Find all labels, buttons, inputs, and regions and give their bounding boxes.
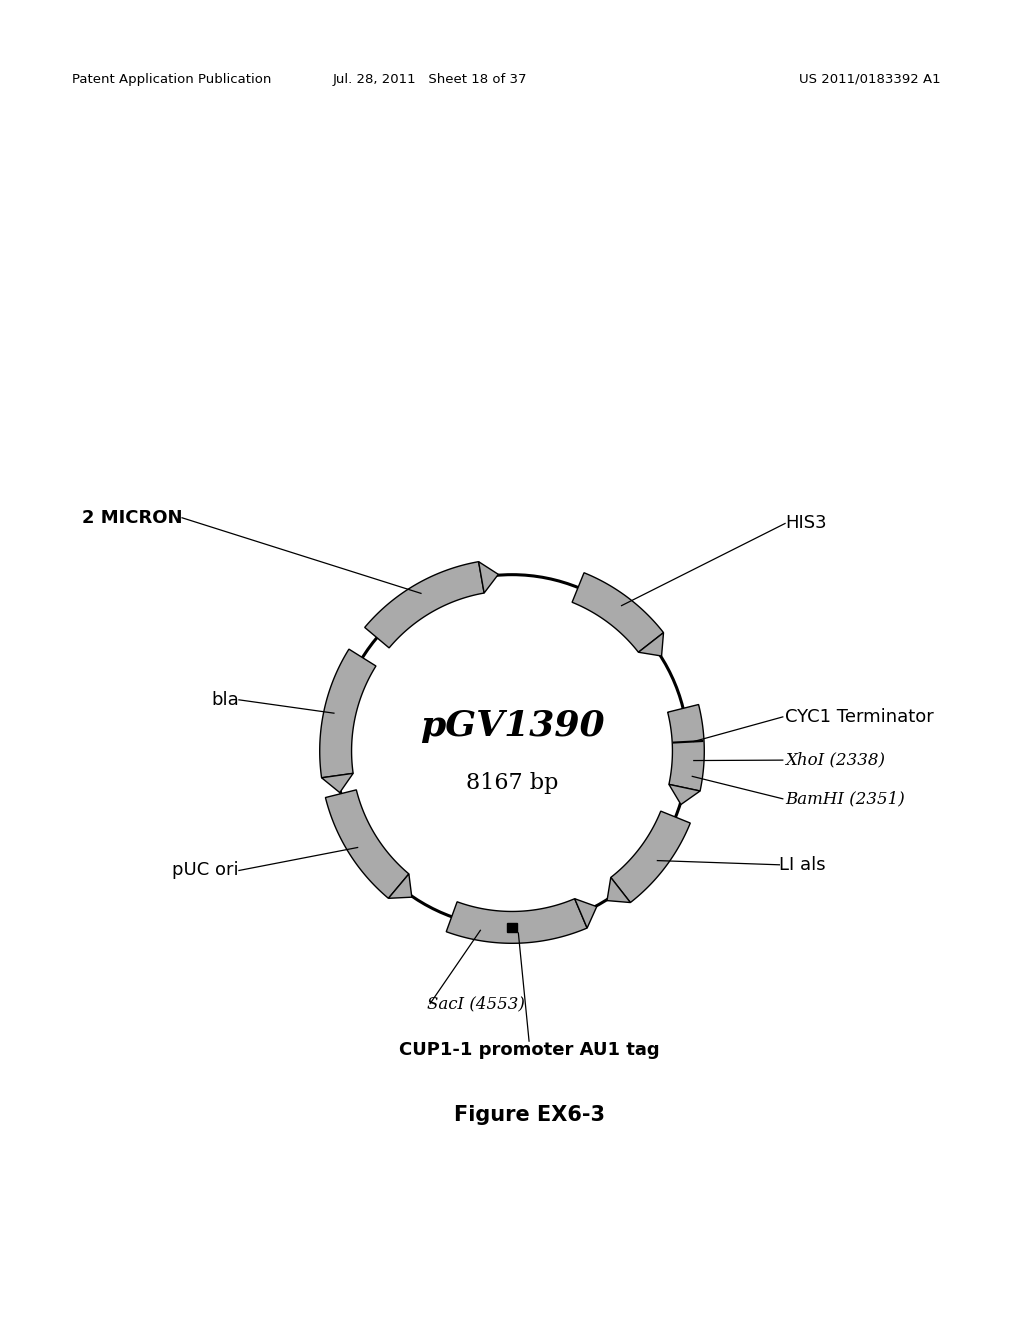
Polygon shape — [322, 774, 353, 792]
Text: bla: bla — [211, 690, 239, 709]
Polygon shape — [478, 561, 499, 593]
Bar — [508, 923, 516, 932]
Text: 8167 bp: 8167 bp — [466, 772, 558, 793]
Polygon shape — [572, 573, 664, 652]
Polygon shape — [365, 561, 484, 648]
Polygon shape — [388, 874, 412, 899]
Text: 2 MICRON: 2 MICRON — [82, 508, 182, 527]
Text: HIS3: HIS3 — [785, 515, 826, 532]
Text: Figure EX6-3: Figure EX6-3 — [454, 1105, 604, 1125]
Text: BamHI (2351): BamHI (2351) — [785, 791, 905, 808]
Polygon shape — [607, 878, 631, 903]
Text: pUC ori: pUC ori — [172, 862, 239, 879]
Polygon shape — [446, 899, 587, 944]
Text: Jul. 28, 2011   Sheet 18 of 37: Jul. 28, 2011 Sheet 18 of 37 — [333, 73, 527, 86]
Polygon shape — [638, 632, 664, 656]
Polygon shape — [668, 705, 705, 791]
Text: LI als: LI als — [779, 855, 826, 874]
Polygon shape — [669, 784, 700, 804]
Text: SacI (4553): SacI (4553) — [427, 995, 524, 1012]
Polygon shape — [326, 789, 409, 899]
Text: US 2011/0183392 A1: US 2011/0183392 A1 — [799, 73, 940, 86]
Text: XhoI (2338): XhoI (2338) — [785, 751, 885, 768]
Text: Patent Application Publication: Patent Application Publication — [72, 73, 271, 86]
Polygon shape — [574, 899, 597, 928]
Text: pGV1390: pGV1390 — [420, 709, 604, 743]
Polygon shape — [319, 649, 376, 777]
Text: CYC1 Terminator: CYC1 Terminator — [785, 708, 934, 726]
Polygon shape — [610, 810, 690, 903]
Text: CUP1-1 promoter AU1 tag: CUP1-1 promoter AU1 tag — [398, 1041, 659, 1059]
